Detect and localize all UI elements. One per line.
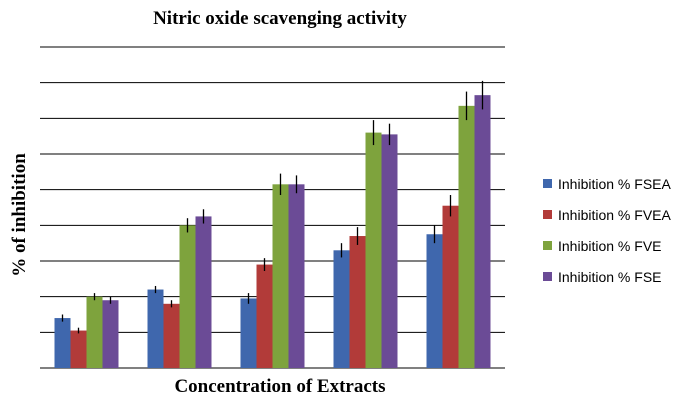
- bar: [163, 303, 180, 368]
- bar: [426, 234, 443, 368]
- legend-item: Inhibition % FVE: [543, 230, 671, 261]
- legend-label: Inhibition % FVEA: [558, 206, 671, 223]
- legend-item: Inhibition % FSEA: [543, 168, 671, 199]
- legend-swatch: [543, 179, 552, 188]
- legend-swatch: [543, 272, 552, 281]
- bar: [442, 205, 459, 368]
- legend-item: Inhibition % FSE: [543, 261, 671, 292]
- bar: [349, 236, 366, 368]
- bar: [147, 289, 164, 368]
- bar: [381, 134, 398, 368]
- legend-label: Inhibition % FSE: [558, 268, 662, 285]
- bar: [365, 132, 382, 368]
- bar: [240, 298, 257, 368]
- bar: [458, 105, 475, 368]
- x-axis-title: Concentration of Extracts: [174, 376, 386, 397]
- legend-swatch: [543, 210, 552, 219]
- bar: [272, 184, 289, 368]
- bar: [70, 330, 87, 368]
- bar: [179, 225, 196, 368]
- bar: [54, 318, 71, 368]
- chart-title: Nitric oxide scavenging activity: [153, 8, 407, 29]
- bar: [333, 250, 350, 368]
- bar: [195, 216, 212, 368]
- legend: Inhibition % FSEA Inhibition % FVEA Inhibi…: [543, 168, 671, 292]
- bar: [474, 95, 491, 369]
- bar: [256, 264, 273, 368]
- legend-label: Inhibition % FSEA: [558, 175, 671, 192]
- bar: [102, 300, 119, 368]
- bar: [288, 184, 305, 368]
- legend-label: Inhibition % FVE: [558, 237, 662, 254]
- bar: [86, 296, 103, 368]
- legend-item: Inhibition % FVEA: [543, 199, 671, 230]
- legend-swatch: [543, 241, 552, 250]
